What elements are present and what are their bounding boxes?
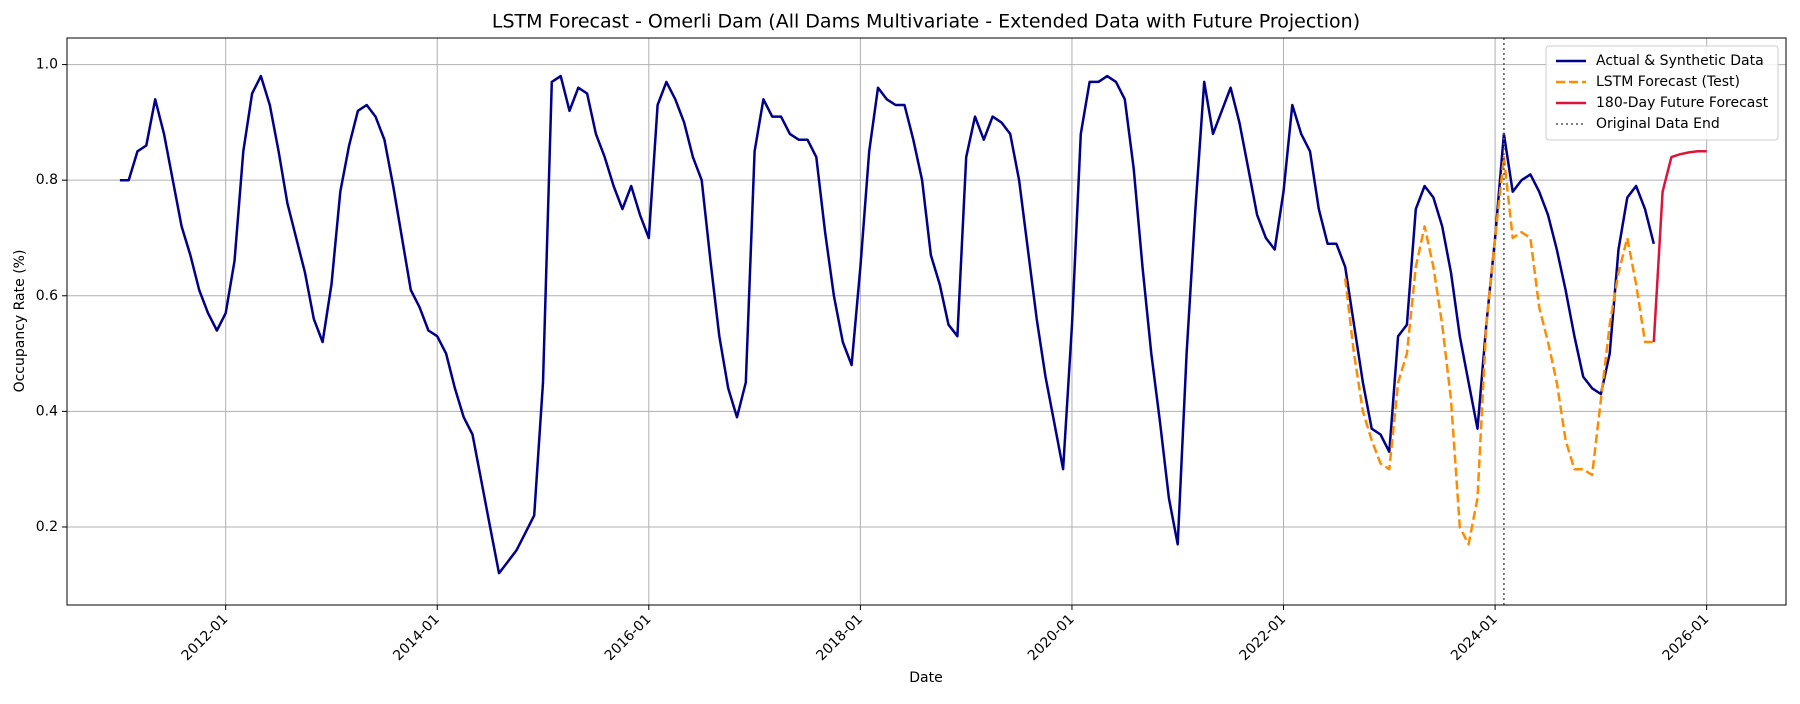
y-tick-label: 0.8 (36, 172, 58, 188)
y-tick-label: 0.2 (36, 519, 58, 535)
series-line (1652, 150, 1707, 343)
chart-title: LSTM Forecast - Omerli Dam (All Dams Mul… (492, 11, 1360, 33)
legend-label: LSTM Forecast (Test) (1596, 74, 1740, 90)
series-line (1343, 155, 1654, 546)
y-tick-label: 1.0 (36, 57, 58, 73)
legend: Actual & Synthetic Data LSTM Forecast (Te… (1545, 45, 1779, 141)
legend-box (1545, 45, 1779, 141)
plot-frame (66, 37, 1787, 606)
y-tick-label: 0.4 (36, 403, 58, 419)
legend-label: Original Data End (1596, 116, 1720, 132)
x-axis-label: Date (909, 670, 942, 686)
y-tick-label: 0.6 (36, 288, 58, 304)
y-axis-label: Occupancy Rate (%) (12, 250, 28, 393)
legend-label: Actual & Synthetic Data (1596, 53, 1764, 69)
legend-label: 180-Day Future Forecast (1596, 95, 1769, 111)
series-line (119, 74, 1656, 575)
